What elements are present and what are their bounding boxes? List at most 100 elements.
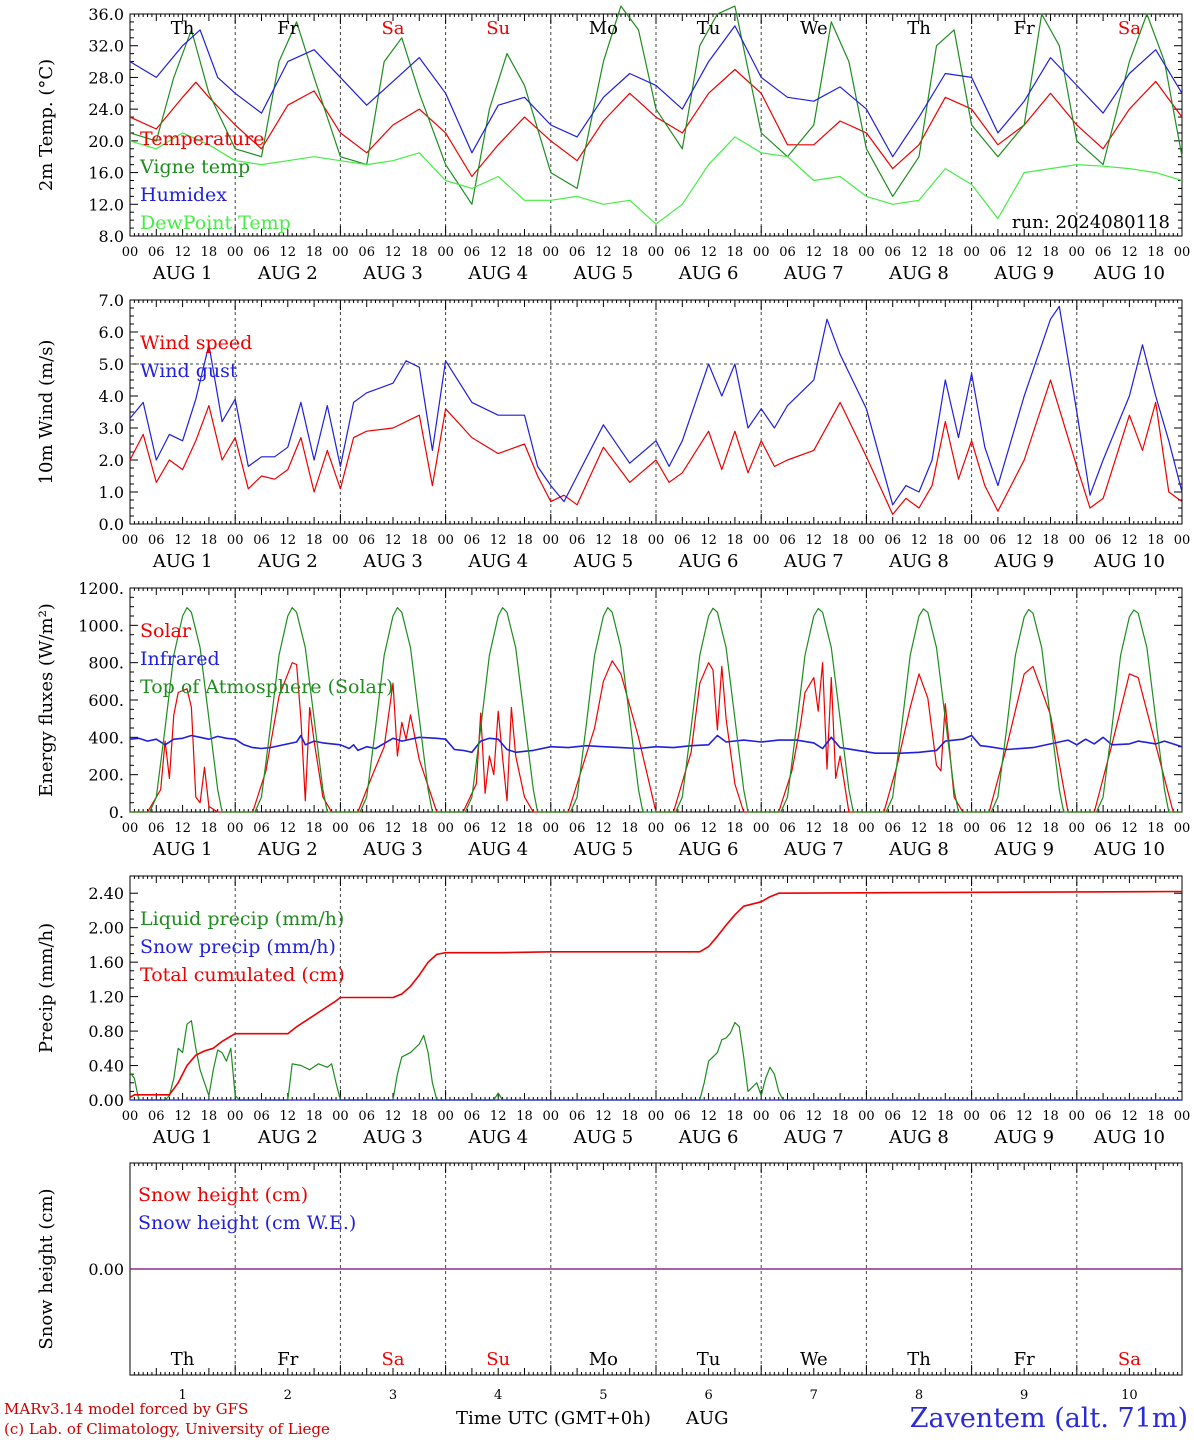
x-tick-label: 18 [621,1109,638,1124]
day-number-label: 3 [389,1388,397,1403]
x-date-label: AUG 2 [257,1127,318,1148]
legend-entry: Wind gust [140,360,238,382]
x-tick-label: 06 [569,533,586,548]
x-date-label: AUG 9 [993,839,1054,860]
x-tick-label: 06 [358,821,375,836]
x-date-label: AUG 6 [678,839,739,860]
x-tick-label: 00 [543,533,560,548]
x-tick-label: 00 [858,533,875,548]
x-tick-label: 18 [306,1109,323,1124]
x-date-label: AUG 1 [152,551,213,572]
legend-entry: DewPoint Temp [140,212,291,234]
x-tick-label: 18 [1042,533,1059,548]
x-tick-label: 12 [595,245,612,260]
x-tick-label: 12 [174,821,191,836]
x-tick-label: 00 [1069,245,1086,260]
x-tick-label: 00 [227,533,244,548]
legend-entry: Top of Atmosphere (Solar) [140,676,393,698]
x-tick-label: 18 [621,245,638,260]
day-number-label: 8 [915,1388,923,1403]
x-tick-label: 12 [490,533,507,548]
x-tick-label: 12 [1121,821,1138,836]
x-date-label: AUG 8 [888,263,949,284]
x-tick-label: 12 [490,821,507,836]
x-date-label: AUG 5 [573,839,634,860]
y-tick-label: 2.0 [99,451,124,470]
x-tick-label: 18 [727,821,744,836]
legend-entry: Vigne temp [139,156,250,178]
weekday-label: Mo [589,18,618,39]
x-tick-label: 06 [569,1109,586,1124]
x-tick-label: 18 [832,245,849,260]
x-tick-label: 06 [148,821,165,836]
x-tick-label: 00 [227,245,244,260]
x-date-label: AUG 3 [362,839,423,860]
x-tick-label: 18 [727,245,744,260]
y-tick-label: 1000. [78,616,124,635]
weekday-label: Th [907,18,931,39]
x-date-label: AUG 8 [888,551,949,572]
x-date-label: AUG 6 [678,263,739,284]
x-tick-label: 18 [411,821,428,836]
weekday-label: Th [171,18,195,39]
series-line-solar [130,660,1182,813]
x-tick-label: 12 [911,245,928,260]
x-tick-label: 12 [806,533,823,548]
x-tick-label: 12 [1016,245,1033,260]
x-tick-label: 00 [332,533,349,548]
y-tick-label: 0.0 [99,515,124,534]
series-line-vigne-temp [129,5,1183,205]
x-tick-label: 00 [543,821,560,836]
x-tick-label: 06 [358,533,375,548]
x-tick-label: 00 [227,1109,244,1124]
x-tick-label: 06 [464,245,481,260]
x-date-label: AUG 7 [783,551,844,572]
x-date-label: AUG 8 [888,839,949,860]
weekday-label: Su [486,18,510,39]
x-tick-label: 18 [937,821,954,836]
series-line-humidex [129,25,1183,158]
x-date-label: AUG 10 [1093,551,1165,572]
x-tick-label: 00 [753,1109,770,1124]
weekday-label: Sa [381,18,404,39]
x-tick-label: 18 [621,821,638,836]
x-tick-label: 12 [911,533,928,548]
x-tick-label: 00 [227,821,244,836]
x-tick-label: 12 [490,1109,507,1124]
plot-frame [129,587,1183,813]
series-line-dewpoint-temp [129,132,1183,225]
weekday-label: We [800,1349,828,1370]
x-tick-label: 06 [464,821,481,836]
y-axis-title: 2m Temp. (°C) [36,59,57,191]
day-number-label: 1 [178,1388,186,1403]
x-tick-label: 12 [595,821,612,836]
x-tick-label: 06 [464,1109,481,1124]
x-tick-label: 12 [911,821,928,836]
x-tick-label: 00 [332,1109,349,1124]
panel-3: 0. 200. 400. 600. 800. 1000. 1200. Energy fluxe… [36,579,1190,860]
x-tick-label: 18 [306,245,323,260]
x-tick-label: 12 [280,533,297,548]
x-date-label: AUG 7 [783,263,844,284]
x-tick-label: 00 [648,1109,665,1124]
x-tick-label: 00 [437,245,454,260]
y-tick-label: 28.0 [88,68,124,87]
x-tick-label: 12 [700,533,717,548]
x-tick-label: 00 [1174,533,1191,548]
x-tick-label: 18 [516,1109,533,1124]
x-date-label: AUG 2 [257,839,318,860]
y-tick-label: 2.40 [88,884,124,903]
x-tick-label: 12 [385,245,402,260]
x-tick-label: 18 [516,533,533,548]
x-tick-label: 00 [122,533,139,548]
footer-model-credit: MARv3.14 model forced by GFS [4,1400,248,1418]
x-tick-label: 00 [1174,821,1191,836]
x-tick-label: 12 [700,821,717,836]
x-tick-label: 06 [253,821,270,836]
x-tick-label: 18 [1147,1109,1164,1124]
x-tick-label: 12 [174,245,191,260]
plot-frame [129,299,1183,525]
x-tick-label: 06 [884,533,901,548]
x-tick-label: 00 [753,245,770,260]
